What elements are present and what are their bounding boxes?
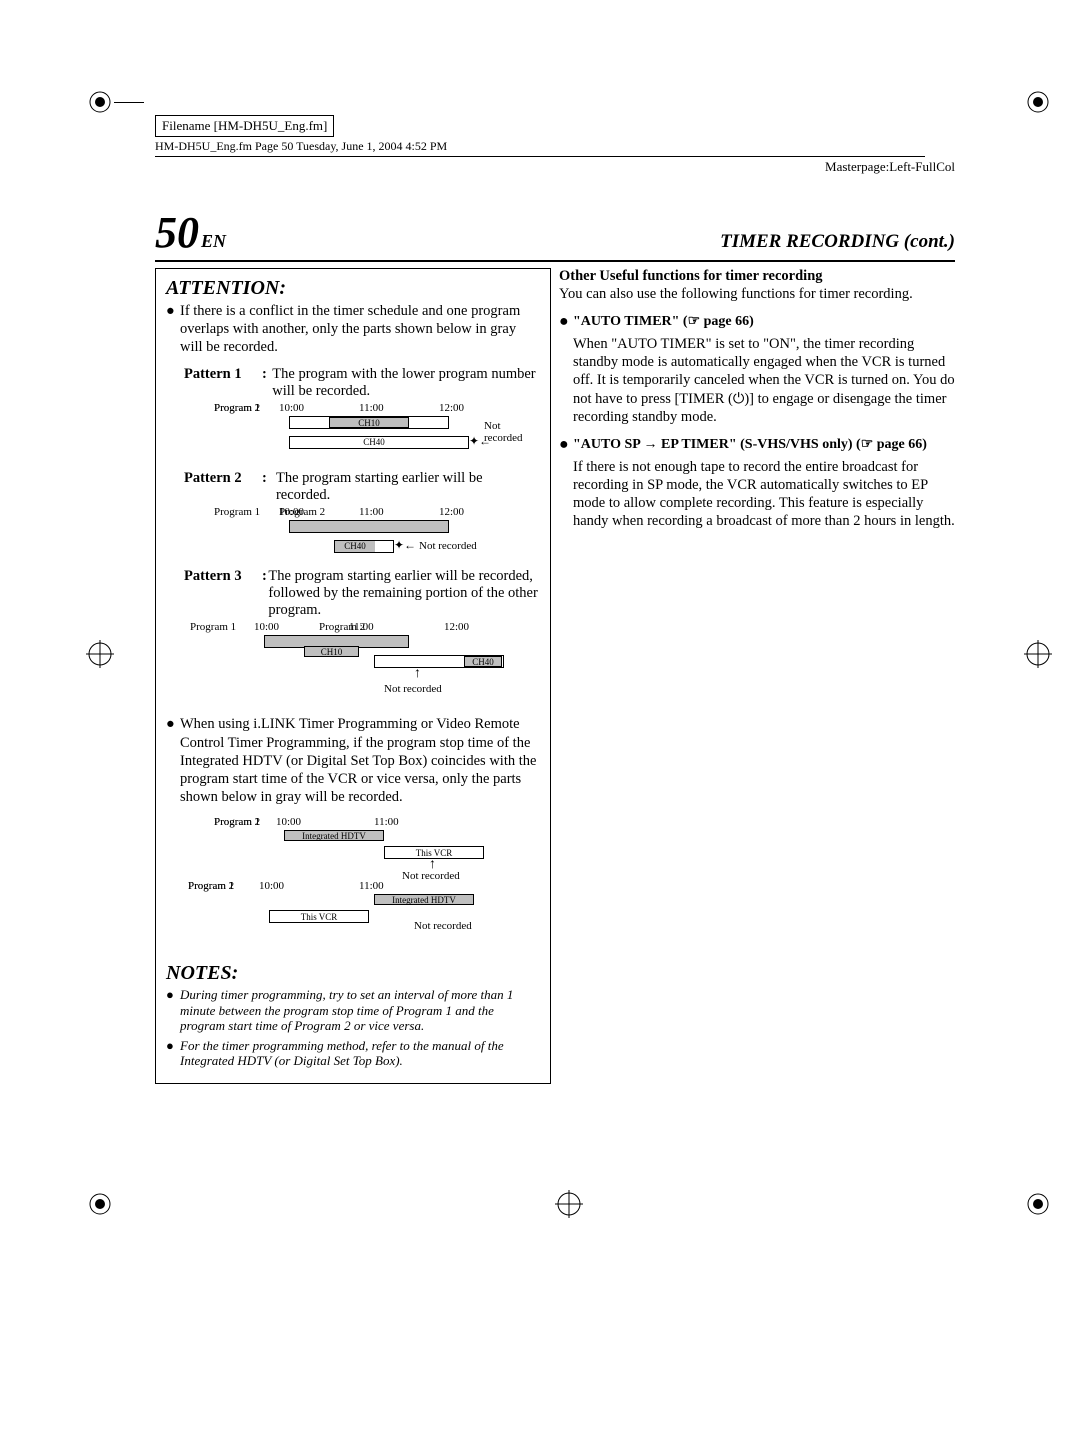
time-label: 12:00: [444, 621, 469, 633]
pattern2-text: The program starting earlier will be rec…: [276, 470, 540, 504]
bar-gray: CH10: [329, 417, 409, 428]
time-label: 10:00: [254, 621, 279, 633]
ilink-diagram-b: 10:00 11:00 Program 1 Integrated HDTV Pr…: [184, 880, 540, 944]
time-label: 11:00: [359, 506, 384, 518]
program-label: Program 1: [190, 621, 236, 633]
pattern1-diagram: 10:00 11:00 12:00 Program 1 CH10 Program…: [184, 402, 540, 460]
not-recorded-label: Not recorded: [384, 683, 442, 695]
crop-hair: [114, 102, 144, 103]
auto-timer-body: When "AUTO TIMER" is set to "ON", the ti…: [573, 335, 955, 426]
time-label: 11:00: [359, 880, 384, 892]
crop-mark-bl: [86, 1190, 114, 1218]
other-useful-title: Other Useful functions for timer recordi…: [559, 268, 955, 285]
not-recorded-label: Not recorded: [419, 540, 477, 552]
bullet-icon: ●: [166, 987, 180, 1034]
not-recorded-label: Not recorded: [414, 920, 472, 932]
pattern3-label: Pattern 3: [184, 568, 262, 619]
ch-label: CH40: [464, 656, 502, 667]
auto-sp-body: If there is not enough tape to record th…: [573, 458, 955, 531]
crop-mark-tl: [86, 88, 114, 116]
program-label: Program 2: [319, 621, 365, 633]
pattern2-label: Pattern 2: [184, 470, 262, 504]
page-lang: EN: [201, 231, 226, 251]
auto-timer-title: "AUTO TIMER" (☞ page 66): [573, 313, 754, 331]
page-header: 50EN TIMER RECORDING (cont.): [155, 207, 955, 262]
bar-vcr: This VCR: [269, 910, 369, 923]
time-label: 10:00: [279, 402, 304, 414]
right-column: Other Useful functions for timer recordi…: [559, 268, 955, 1084]
page-number: 50EN: [155, 207, 226, 258]
note2-text: For the timer programming method, refer …: [180, 1038, 540, 1069]
time-label: 10:00: [276, 816, 301, 828]
divider: [155, 156, 925, 157]
ilink-text: When using i.LINK Timer Programming or V…: [180, 715, 540, 806]
notes-heading: NOTES:: [166, 962, 540, 985]
program-label: Program 2: [279, 506, 325, 518]
ch-label: CH40: [339, 437, 409, 448]
pattern1-label: Pattern 1: [184, 366, 262, 400]
bullet-icon: ●: [559, 313, 573, 331]
crop-mark-tr: [1024, 88, 1052, 116]
arrow-icon: ✦←: [394, 538, 416, 553]
bullet-icon: ●: [166, 302, 180, 356]
pattern1-text: The program with the lower program numbe…: [272, 366, 540, 400]
other-useful-body: You can also use the following functions…: [559, 285, 955, 303]
filename-box: Filename [HM-DH5U_Eng.fm]: [155, 115, 334, 137]
bar-gray: [289, 520, 449, 533]
attention-heading: ATTENTION:: [166, 277, 540, 300]
colon: :: [262, 470, 276, 504]
crop-mark-cb: [555, 1190, 583, 1218]
program-label: Program 2: [188, 880, 234, 892]
crop-mark-br: [1024, 1190, 1052, 1218]
time-label: 10:00: [259, 880, 284, 892]
program-label: Program 1: [214, 506, 260, 518]
bullet-icon: ●: [166, 1038, 180, 1069]
not-recorded-label: Not recorded: [484, 420, 522, 444]
note1-text: During timer programming, try to set an …: [180, 987, 540, 1034]
pattern3-diagram: 10:00 11:00 12:00 Program 1 CH10 Program…: [184, 621, 540, 701]
masterpage-label: Masterpage:Left-FullCol: [825, 159, 955, 175]
bullet-icon: ●: [166, 715, 180, 806]
program-label: Program 2: [214, 816, 260, 828]
pattern3-text: The program starting earlier will be rec…: [268, 568, 540, 619]
crop-mark-ml: [86, 640, 114, 668]
time-label: 12:00: [439, 506, 464, 518]
ch-label: CH40: [335, 541, 375, 552]
ch-label: CH10: [304, 646, 359, 657]
time-label: 11:00: [374, 816, 399, 828]
colon: :: [262, 366, 272, 400]
page-number-value: 50: [155, 208, 199, 257]
section-title: TIMER RECORDING (cont.): [720, 231, 955, 253]
attention-box: ATTENTION: ● If there is a conflict in t…: [155, 268, 551, 1084]
time-label: 11:00: [359, 402, 384, 414]
arrow-up-icon: ↑: [429, 860, 436, 870]
bar-hdtv: Integrated HDTV: [374, 894, 474, 905]
time-label: 12:00: [439, 402, 464, 414]
pattern2-diagram: 10:00 11:00 12:00 Program 1 Program 2 CH…: [184, 506, 540, 558]
crop-mark-mr: [1024, 640, 1052, 668]
auto-sp-title: "AUTO SP → EP TIMER" (S-VHS/VHS only) (☞…: [573, 436, 927, 454]
program-label: Program 2: [214, 402, 260, 414]
bullet-icon: ●: [559, 436, 573, 454]
arrow-up-icon: ↑: [414, 669, 421, 679]
bar-hdtv: Integrated HDTV: [284, 830, 384, 841]
page-info: HM-DH5U_Eng.fm Page 50 Tuesday, June 1, …: [155, 139, 955, 154]
attention-intro: If there is a conflict in the timer sche…: [180, 302, 540, 356]
ilink-diagram-a: 10:00 11:00 Program 1 Integrated HDTV Pr…: [184, 816, 540, 880]
